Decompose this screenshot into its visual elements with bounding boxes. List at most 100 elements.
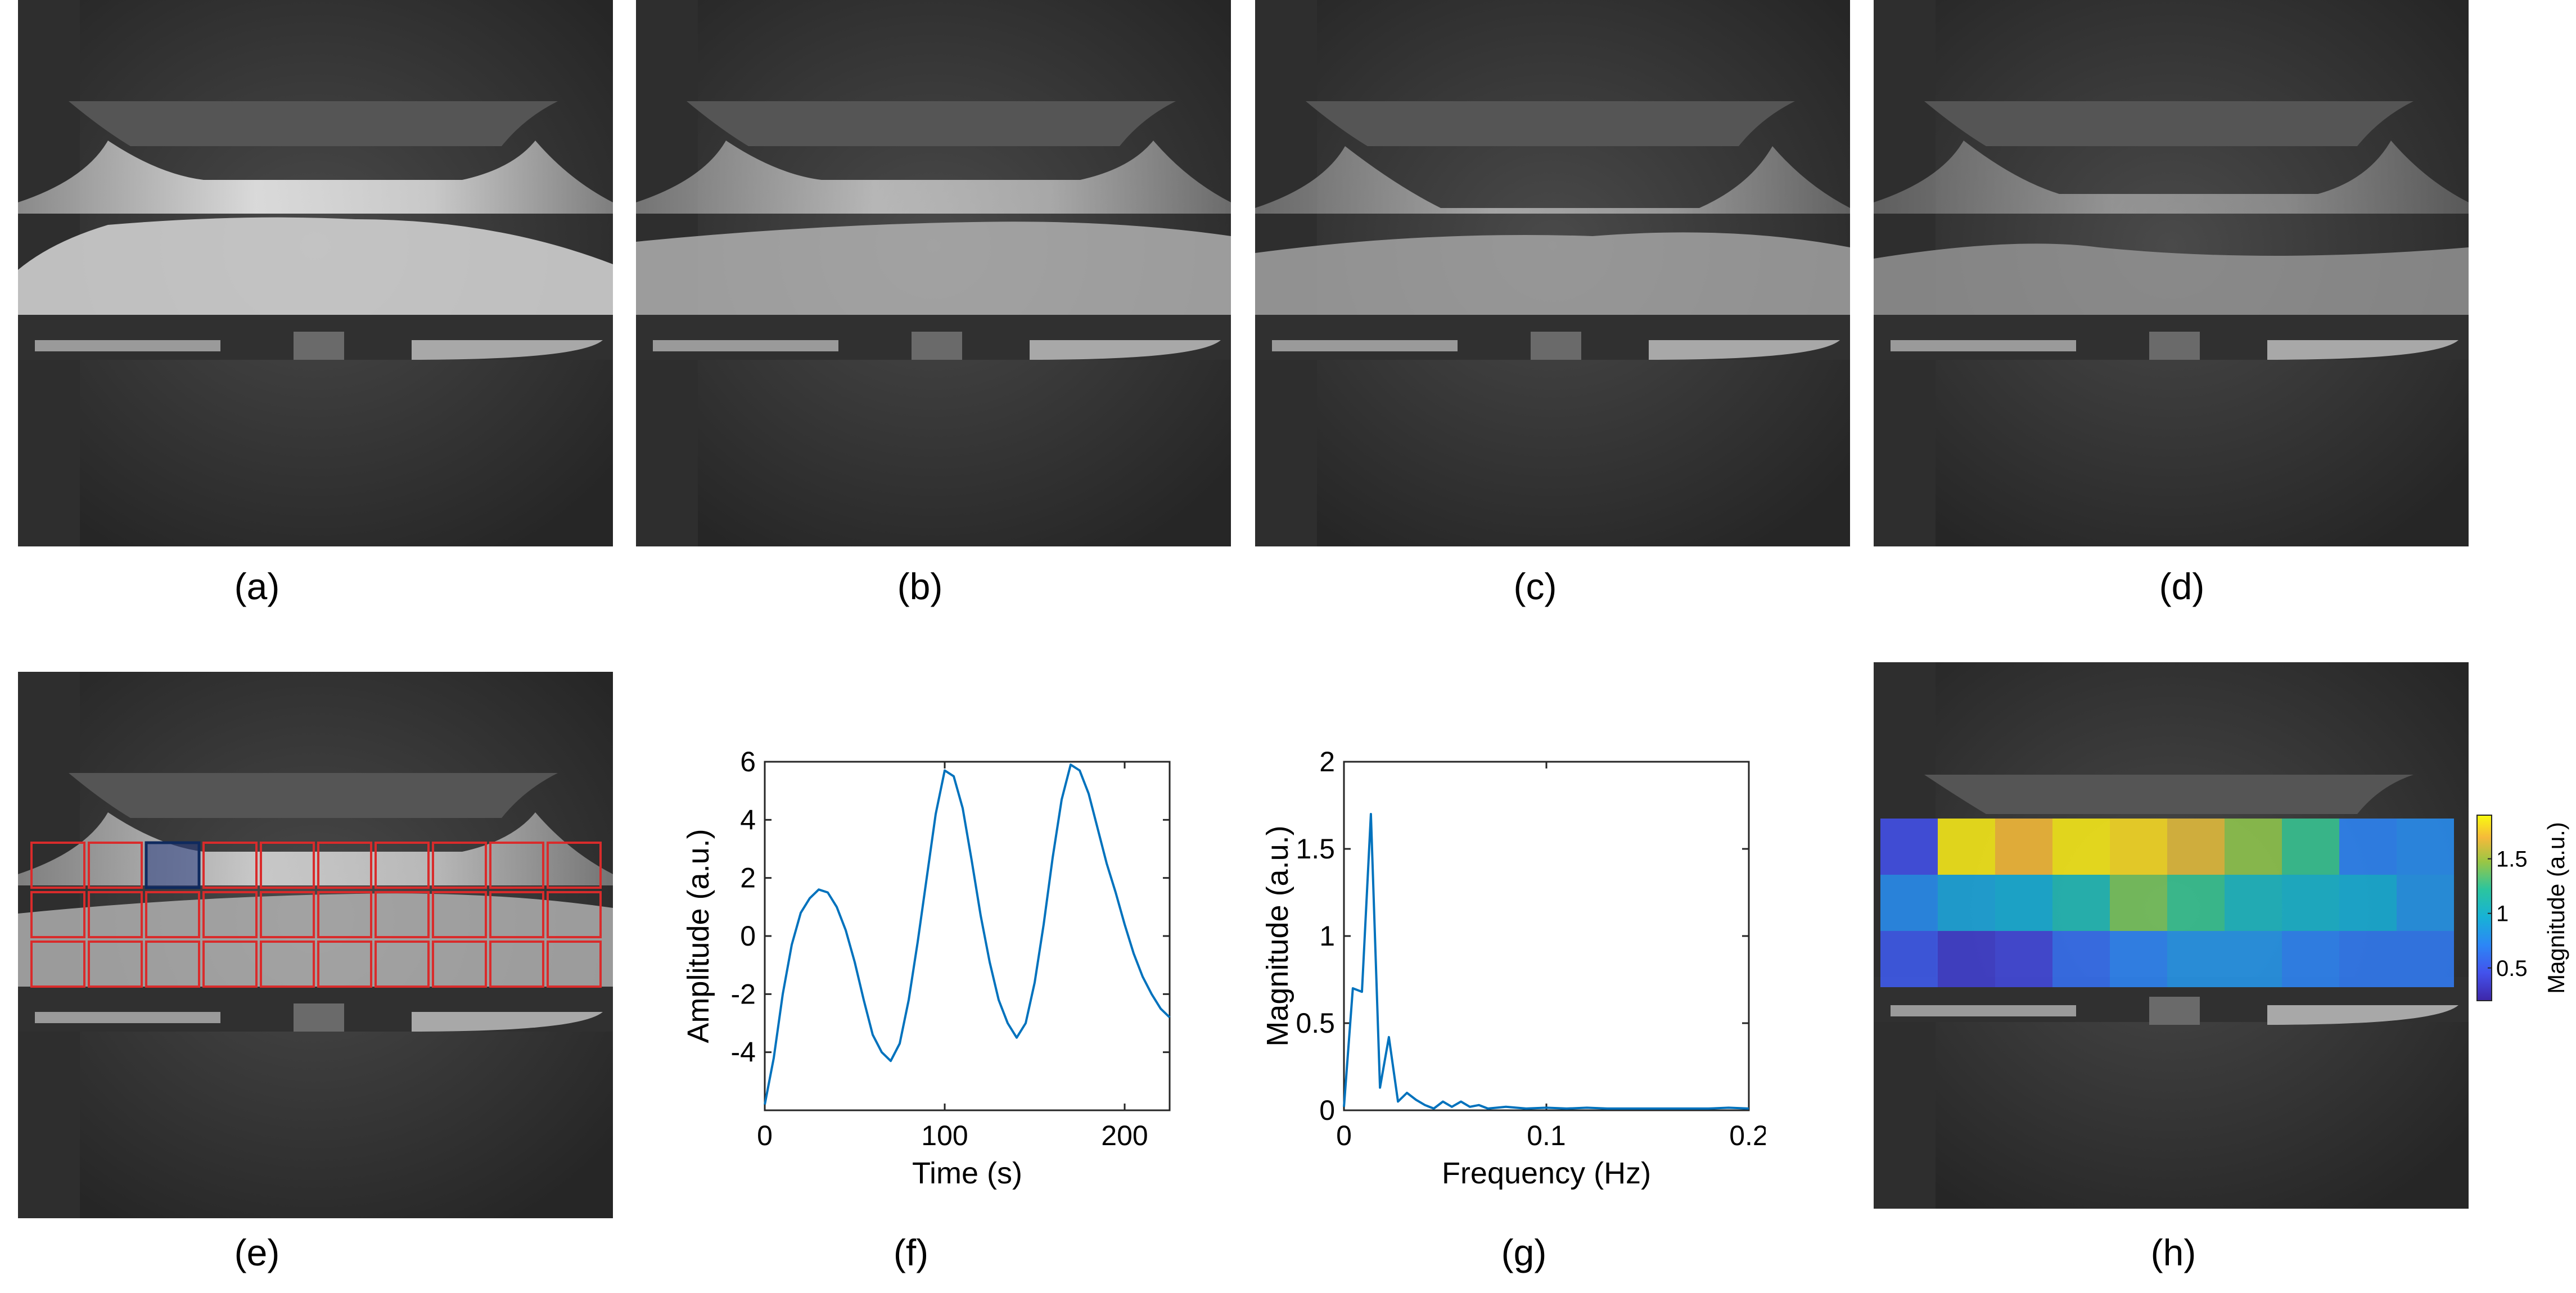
- heatmap-cell: [2167, 875, 2225, 931]
- heatmap-cell: [2225, 875, 2282, 931]
- grid-cell: [432, 842, 487, 889]
- photo-b: [636, 0, 1231, 546]
- series-line: [764, 763, 1171, 1105]
- caption-a: (a): [234, 566, 280, 607]
- colorbar-tick-label: 1.5: [2496, 847, 2528, 872]
- heatmap-cell: [2167, 931, 2225, 987]
- heatmap-cell: [2225, 931, 2282, 987]
- heatmap-cell: [2397, 819, 2454, 875]
- grid-cell: [432, 941, 487, 988]
- panel-b: [636, 0, 1231, 546]
- heatmap-cell: [1880, 931, 1938, 987]
- grid-cell: [88, 842, 143, 889]
- heatmap-cell: [1938, 931, 1995, 987]
- heatmap-cell: [1938, 819, 1995, 875]
- grid-cell: [317, 842, 372, 889]
- x-tick-label: 0: [757, 1120, 773, 1151]
- x-tick-label: 200: [1101, 1120, 1148, 1151]
- caption-g: (g): [1501, 1232, 1547, 1273]
- heatmap-cell: [1938, 875, 1995, 931]
- photo-h: [1874, 662, 2469, 1209]
- x-axis-label: Frequency (Hz): [1442, 1156, 1651, 1190]
- heatmap-cell: [2397, 875, 2454, 931]
- chart-g-svg: 0 0.1 0.2 2 1.5 1 0.5 0 Frequency (Hz) Magnitude …: [1261, 746, 1769, 1190]
- panel-a: [18, 0, 613, 546]
- grid-cell: [547, 941, 602, 988]
- caption-h: (h): [2150, 1232, 2196, 1273]
- grid-cell: [375, 842, 430, 889]
- x-tick-label: 0: [1336, 1120, 1352, 1151]
- heatmap-cell: [1880, 875, 1938, 931]
- grid-cell: [30, 941, 85, 988]
- grid-cell: [145, 841, 201, 889]
- x-tick-label: 100: [921, 1120, 968, 1151]
- caption-b: (b): [897, 566, 943, 607]
- heatmap-cell: [2052, 931, 2110, 987]
- grid-cell: [432, 891, 487, 938]
- y-tick-label: 2: [740, 862, 756, 894]
- heatmap-cell: [2052, 875, 2110, 931]
- panel-c: [1255, 0, 1850, 546]
- grid-cell: [489, 842, 544, 889]
- heatmap-cell: [1995, 819, 2052, 875]
- heatmap-cell: [1880, 819, 1938, 875]
- grid-cell: [317, 941, 372, 988]
- colorbar-tick-label: 0.5: [2496, 956, 2528, 981]
- photo-c: [1255, 0, 1850, 546]
- grid-cell: [202, 891, 258, 938]
- grid-cell: [489, 891, 544, 938]
- y-axis-label: Amplitude (a.u.): [682, 829, 715, 1043]
- x-tick-label: 0.2: [1729, 1120, 1766, 1151]
- series-line: [1343, 813, 1749, 1110]
- grid-cell: [547, 842, 602, 889]
- photo-a: [18, 0, 613, 546]
- grid-cell: [202, 941, 258, 988]
- y-tick-label: 1.5: [1296, 833, 1335, 865]
- y-tick-label: -2: [731, 978, 756, 1010]
- grid-cell: [30, 842, 85, 889]
- x-tick-label: 0.1: [1527, 1120, 1566, 1151]
- y-tick-label: -4: [731, 1037, 756, 1068]
- heatmap-cell: [2225, 819, 2282, 875]
- colorbar: 1.5 1 0.5 Magnitude (a.u.): [2474, 810, 2576, 1023]
- heatmap-cell: [2110, 875, 2167, 931]
- colorbar-tick-label: 1: [2496, 902, 2509, 926]
- heatmap-cell: [2110, 819, 2167, 875]
- y-tick-label: 0: [740, 920, 756, 952]
- caption-d: (d): [2159, 566, 2205, 607]
- grid-cell: [88, 941, 143, 988]
- y-axis-label: Magnitude (a.u.): [1261, 825, 1294, 1046]
- grid-cell: [145, 891, 200, 938]
- chart-f: 0 100 200 6 4 2 0 -2 -4 Time (s) Amplitude (a.u.): [669, 731, 1187, 1214]
- panel-e: [18, 672, 613, 1218]
- grid-cell: [145, 941, 200, 988]
- grid-cell: [489, 941, 544, 988]
- heatmap-cell: [2052, 819, 2110, 875]
- grid-cell: [547, 891, 602, 938]
- grid-cell: [30, 891, 85, 938]
- grid-cell: [88, 891, 143, 938]
- heatmap-cell: [1995, 931, 2052, 987]
- y-tick-label: 1: [1319, 920, 1335, 952]
- caption-f: (f): [893, 1232, 929, 1273]
- heatmap-cell: [2397, 931, 2454, 987]
- colorbar-label: Magnitude (a.u.): [2543, 822, 2569, 994]
- y-tick-label: 4: [740, 804, 756, 835]
- chart-g: 0 0.1 0.2 2 1.5 1 0.5 0 Frequency (Hz) Magnitude …: [1248, 731, 1769, 1214]
- heatmap-cell: [2339, 819, 2397, 875]
- heatmap-cell: [2339, 875, 2397, 931]
- y-tick-label: 0.5: [1296, 1007, 1335, 1039]
- y-tick-label: 2: [1319, 746, 1335, 777]
- heatmap-cell: [1995, 875, 2052, 931]
- colorbar-gradient: [2476, 815, 2492, 1001]
- grid-cell: [260, 842, 315, 889]
- plot-frame: [1343, 761, 1750, 1111]
- panel-h: [1874, 662, 2469, 1209]
- roi-grid: [30, 841, 602, 988]
- heatmap-cell: [2282, 819, 2339, 875]
- heatmap-cell: [2282, 931, 2339, 987]
- grid-cell: [260, 891, 315, 938]
- caption-e: (e): [234, 1232, 280, 1273]
- y-tick-label: 6: [740, 746, 756, 777]
- grid-cell: [317, 891, 372, 938]
